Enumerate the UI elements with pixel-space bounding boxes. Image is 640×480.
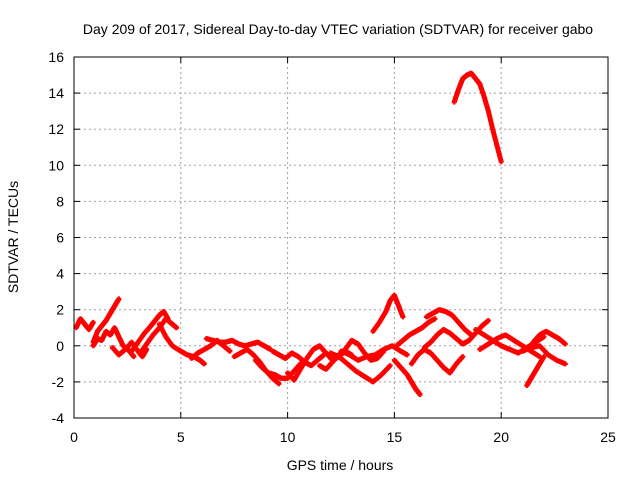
series-arc-20 (423, 307, 474, 338)
data-point (562, 341, 568, 347)
chart-title: Day 209 of 2017, Sidereal Day-to-day VTE… (83, 21, 593, 37)
data-point (201, 361, 207, 367)
series-arc-02 (90, 296, 122, 345)
axis-ticks: 0 5 10 15 20 25 -4 -2 0 2 4 6 8 10 12 14 16 (48, 49, 616, 445)
data-point (400, 314, 406, 320)
data-point (485, 318, 491, 324)
series-arc-23 (451, 70, 504, 165)
data-point (276, 381, 282, 387)
series-arc-01 (73, 316, 96, 333)
data-point (541, 354, 547, 360)
series-arc-18 (394, 316, 438, 349)
data-point (562, 361, 568, 367)
y-tick-label: 4 (56, 266, 64, 282)
data-point (417, 392, 423, 398)
series-arc-19 (391, 357, 423, 398)
data-point (116, 296, 122, 302)
series-arc-16 (338, 343, 410, 363)
x-tick-label: 5 (177, 429, 185, 445)
y-tick-label: -4 (52, 410, 65, 426)
data-point (131, 354, 137, 360)
x-tick-label: 15 (387, 429, 403, 445)
series-arc-28 (520, 343, 568, 367)
series-arc-11 (253, 357, 303, 381)
data-point (174, 325, 180, 331)
y-tick-label: 16 (48, 49, 64, 65)
y-tick-label: 0 (56, 338, 64, 354)
series-arc-09 (203, 336, 274, 352)
series-arc-26 (524, 354, 547, 389)
y-tick-label: 14 (48, 85, 64, 101)
x-tick-label: 20 (493, 429, 509, 445)
y-axis-label: SDTVAR / TECUs (5, 181, 21, 293)
series-arc-06 (137, 316, 180, 356)
y-tick-label: 12 (48, 121, 64, 137)
y-tick-label: -2 (52, 374, 65, 390)
data-point (387, 363, 393, 369)
series-arc-22 (421, 318, 491, 351)
data-point (404, 352, 410, 358)
x-tick-label: 25 (600, 429, 616, 445)
series-arc-14 (317, 337, 387, 372)
x-tick-label: 0 (70, 429, 78, 445)
data-point (460, 354, 466, 360)
data-point (90, 319, 96, 325)
series-arc-15 (327, 350, 393, 385)
y-tick-label: 8 (56, 193, 64, 209)
y-tick-label: 6 (56, 230, 64, 246)
series-arc-27 (530, 328, 568, 347)
data-point (227, 348, 233, 354)
y-tick-label: 10 (48, 157, 64, 173)
y-tick-label: 2 (56, 302, 64, 318)
x-axis-label: GPS time / hours (287, 457, 394, 473)
data-point (432, 316, 438, 322)
series-arc-21 (408, 346, 466, 376)
data-point (498, 159, 504, 165)
x-tick-label: 10 (280, 429, 296, 445)
series-arc-12 (270, 348, 327, 369)
data-series (73, 70, 568, 398)
series-arc-17 (370, 292, 406, 334)
